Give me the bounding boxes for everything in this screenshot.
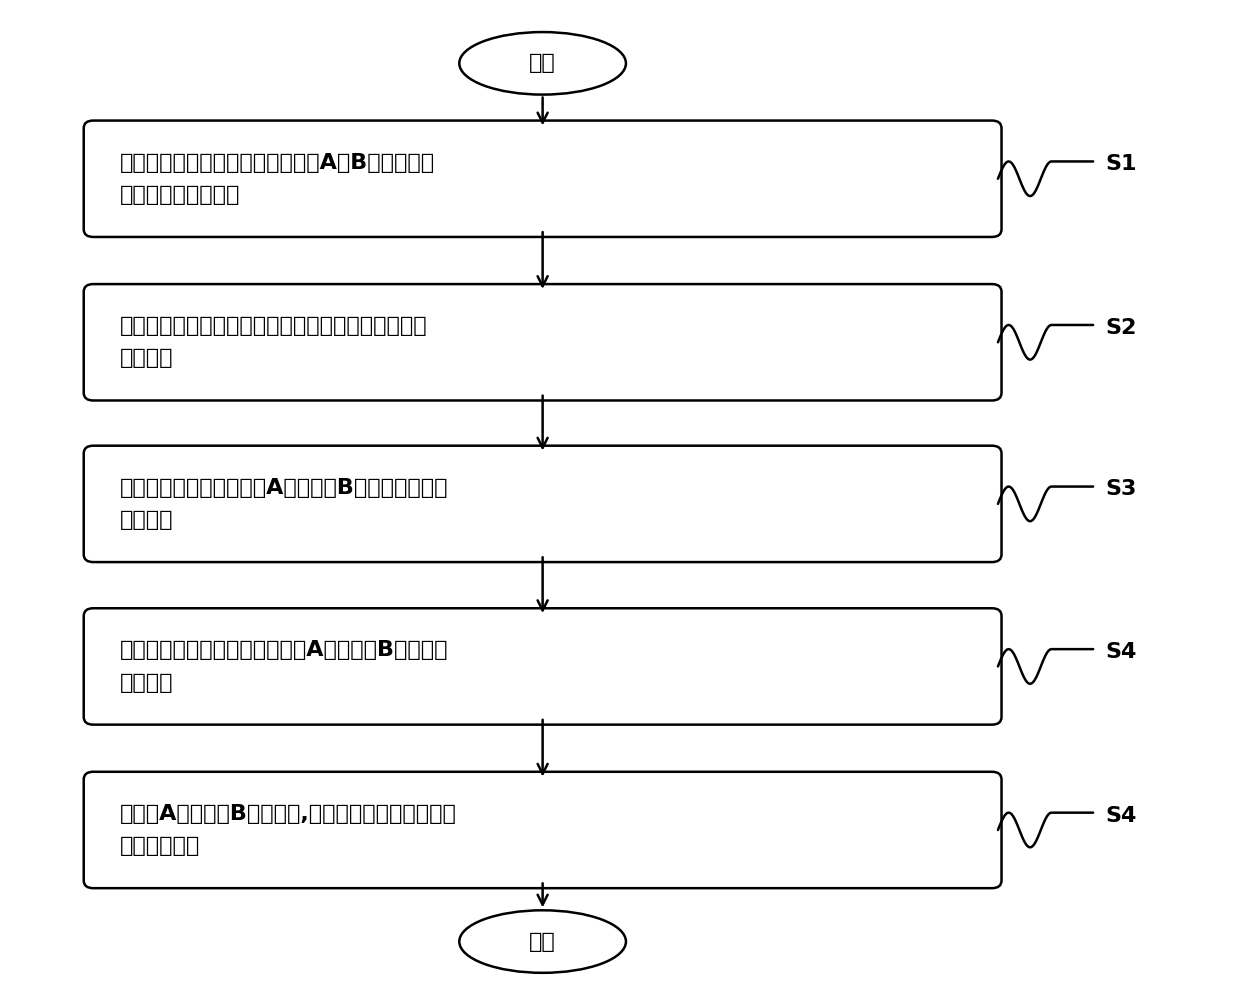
Text: S3: S3 <box>1105 479 1137 499</box>
Text: 源节点进行信道估计，得到源节点A、B与中继节点: 源节点进行信道估计，得到源节点A、B与中继节点 <box>119 152 434 172</box>
Text: 发送信号: 发送信号 <box>119 510 172 530</box>
Ellipse shape <box>459 910 626 973</box>
FancyBboxPatch shape <box>84 446 1002 562</box>
Text: 之间的信道状态信息: 之间的信道状态信息 <box>119 185 239 205</box>
FancyBboxPatch shape <box>84 285 1002 401</box>
FancyBboxPatch shape <box>84 120 1002 236</box>
Text: S2: S2 <box>1105 318 1137 338</box>
Text: S4: S4 <box>1105 806 1137 826</box>
Text: 完成信息交换: 完成信息交换 <box>119 836 200 856</box>
Text: 到的信号: 到的信号 <box>119 672 172 692</box>
Text: S1: S1 <box>1105 154 1137 174</box>
Text: S4: S4 <box>1105 642 1137 662</box>
Text: 开始: 开始 <box>529 53 556 73</box>
Text: 源节点A和源节点B通过计算,得到对方所发送的信息，: 源节点A和源节点B通过计算,得到对方所发送的信息， <box>119 804 456 824</box>
Text: 结束: 结束 <box>529 932 556 952</box>
Text: 系统根据网络实时链路质量来确定第一时隙和第二时: 系统根据网络实时链路质量来确定第一时隙和第二时 <box>119 316 427 336</box>
FancyBboxPatch shape <box>84 608 1002 724</box>
Ellipse shape <box>459 32 626 94</box>
FancyBboxPatch shape <box>84 772 1002 888</box>
Text: 第一时隙中，所述源节点A和源节点B分别向中继节点: 第一时隙中，所述源节点A和源节点B分别向中继节点 <box>119 478 448 498</box>
Text: 第二时隙中继节点分别向源节点A和源节点B转发接收: 第二时隙中继节点分别向源节点A和源节点B转发接收 <box>119 640 448 660</box>
Text: 隙的长度: 隙的长度 <box>119 349 172 369</box>
